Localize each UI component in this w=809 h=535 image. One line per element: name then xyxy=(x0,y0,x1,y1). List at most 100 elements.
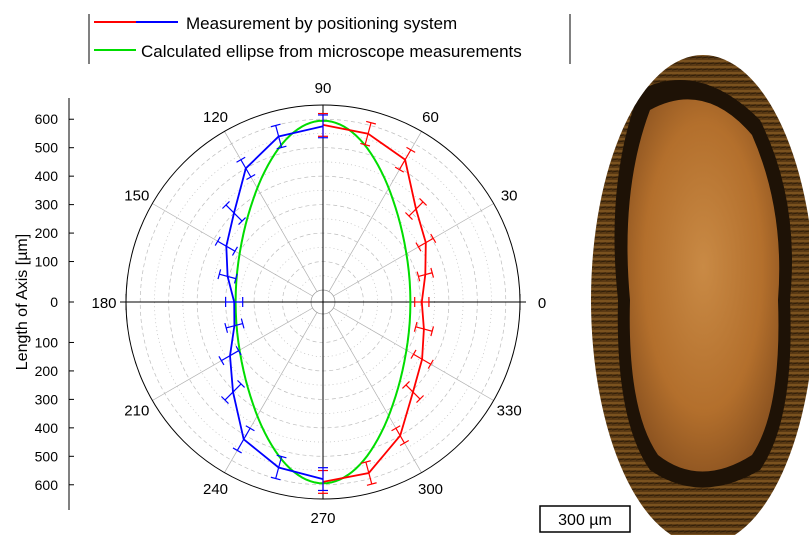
blue_half-line xyxy=(225,125,324,480)
y-axis: Length of Axis [µm] 0 100 100 200 200 300 300 4… xyxy=(14,98,74,510)
red_half-errorbar-cap xyxy=(430,267,435,278)
red_half-errorbar-cap xyxy=(416,395,424,403)
y-tick-label: 400 xyxy=(35,168,59,184)
polar-plot: 0 30 60 90 120 150 180 210 240 270 300 330 xyxy=(91,80,546,527)
red_half-errorbar-cap xyxy=(366,482,377,486)
blue_half-errorbar-cap xyxy=(276,145,287,150)
blue_half-errorbar-cap xyxy=(235,346,242,356)
y-tick-label: 0 xyxy=(50,294,58,310)
red_half-errorbar-cap xyxy=(391,425,401,432)
blue_half-errorbar-cap xyxy=(220,396,229,405)
blue_half-errorbar xyxy=(217,240,236,252)
blue_half-errorbar xyxy=(275,125,283,148)
y-tick-label: 600 xyxy=(35,111,59,127)
y-tick-label: 300 xyxy=(35,391,59,407)
red_half-errorbar xyxy=(415,326,433,332)
blue_half-errorbar-cap xyxy=(238,217,247,226)
legend-label-measurement: Measurement by positioning system xyxy=(186,14,457,33)
red_half-errorbar-cap xyxy=(405,212,413,220)
angle-label-90: 90 xyxy=(315,80,332,97)
red_half-errorbar-cap xyxy=(430,326,435,337)
blue_half-errorbar xyxy=(275,456,283,479)
angle-label-330: 330 xyxy=(497,403,522,420)
y-tick-label: 500 xyxy=(35,140,59,156)
y-tick-label: 600 xyxy=(35,477,59,493)
red_half-errorbar xyxy=(364,122,372,145)
blue_half-errorbar-cap xyxy=(237,379,246,388)
legend: Measurement by positioning system Calcul… xyxy=(88,14,571,64)
blue_half-errorbar-cap xyxy=(245,425,255,432)
blue_half-errorbar-cap xyxy=(224,322,229,333)
blue_half-errorbar-cap xyxy=(270,476,281,481)
red_half-errorbar xyxy=(365,461,373,485)
red_half-errorbar-cap xyxy=(399,440,410,447)
red_half-errorbar-cap xyxy=(410,349,417,359)
red_half-errorbar xyxy=(405,384,421,400)
blue_half-errorbar-cap xyxy=(236,156,246,163)
blue_half-errorbar xyxy=(224,383,242,401)
blue_half-errorbar xyxy=(226,322,243,329)
blue_half-errorbar xyxy=(240,159,252,178)
scale-bar: 300 µm xyxy=(539,505,631,533)
red_half-errorbar-cap xyxy=(366,120,377,125)
y-axis-title: Length of Axis [µm] xyxy=(14,234,31,370)
angle-label-120: 120 xyxy=(203,109,228,126)
red_half-errorbar xyxy=(418,272,433,278)
blue_half-errorbar xyxy=(236,427,251,451)
blue_half-errorbar-cap xyxy=(240,318,245,329)
angle-label-30: 30 xyxy=(501,188,518,205)
blue_half-errorbar xyxy=(221,350,239,362)
blue_half-errorbar-cap xyxy=(233,273,238,284)
red_half-errorbar xyxy=(395,427,405,444)
red_half-errorbar xyxy=(408,201,424,217)
angle-label-180: 180 xyxy=(91,295,116,312)
angle-label-240: 240 xyxy=(203,481,228,498)
blue_half-errorbar-cap xyxy=(276,454,287,459)
y-tick-label: 200 xyxy=(35,363,59,379)
angle-label-150: 150 xyxy=(124,188,149,205)
microscope-photo xyxy=(591,55,809,535)
red_half-errorbar-cap xyxy=(360,460,371,464)
blue_half-errorbar-cap xyxy=(232,447,242,454)
angle-label-300: 300 xyxy=(418,481,443,498)
angle-label-210: 210 xyxy=(124,403,149,420)
red_half-errorbar-cap xyxy=(406,146,416,153)
blue_half-errorbar-cap xyxy=(246,173,256,181)
blue_half-errorbar-cap xyxy=(270,123,281,128)
y-tick-label: 300 xyxy=(35,197,59,213)
hole-interior xyxy=(627,99,780,472)
blue_half-errorbar-cap xyxy=(222,201,230,209)
y-tick-label: 200 xyxy=(35,225,59,241)
grid-spoke xyxy=(224,131,318,292)
red_half-errorbar xyxy=(398,149,412,170)
blue_half-errorbar-cap xyxy=(231,246,238,256)
legend-label-ellipse: Calculated ellipse from microscope measu… xyxy=(141,42,522,61)
y-tick-label: 500 xyxy=(35,448,59,464)
red_half-errorbar-cap xyxy=(427,359,434,369)
red_half-errorbar-cap xyxy=(401,380,410,389)
red_half-errorbar xyxy=(418,237,434,248)
red_half-errorbar xyxy=(413,353,432,365)
angle-label-0: 0 xyxy=(538,295,546,312)
blue_half-errorbar-cap xyxy=(214,236,221,246)
red_half-errorbar-cap xyxy=(415,242,422,252)
grid-spoke xyxy=(328,312,422,473)
blue_half-errorbar xyxy=(219,273,236,280)
scale-bar-box xyxy=(539,505,631,533)
blue_half-errorbar xyxy=(225,204,243,222)
red_half-errorbar-cap xyxy=(360,142,371,147)
scale-bar-label: 300 µm xyxy=(558,512,612,529)
red_half-errorbar-cap xyxy=(416,271,421,282)
blue_half-errorbar-cap xyxy=(218,356,225,366)
angle-label-270: 270 xyxy=(310,510,335,527)
red_half-errorbar-cap xyxy=(419,197,428,206)
angle-label-60: 60 xyxy=(422,109,439,126)
red_half-errorbar-cap xyxy=(430,233,437,243)
blue_half-errorbar-cap xyxy=(217,269,222,280)
y-tick-label: 100 xyxy=(35,334,59,350)
red_half-errorbar-cap xyxy=(413,321,418,332)
y-tick-label: 400 xyxy=(35,420,59,436)
y-tick-label: 100 xyxy=(35,254,59,270)
